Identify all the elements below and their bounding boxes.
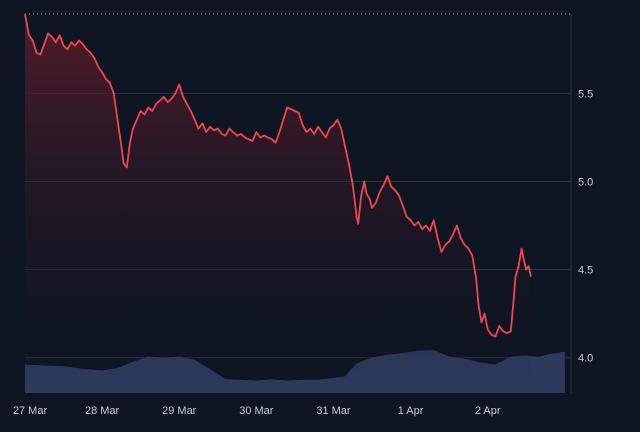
x-tick-label: 30 Mar (239, 405, 274, 417)
x-tick-label: 1 Apr (398, 405, 424, 417)
x-axis-labels: 27 Mar 28 Mar 29 Mar 30 Mar 31 Mar 1 Apr 2 Apr (13, 405, 501, 417)
y-tick-label: 5.0 (578, 176, 593, 188)
price-line (24, 13, 532, 338)
x-tick-label: 31 Mar (316, 405, 351, 417)
x-tick-label: 2 Apr (475, 405, 501, 417)
price-area-path (25, 14, 531, 393)
y-tick-label: 4.0 (578, 353, 593, 365)
x-tick-label: 28 Mar (85, 405, 120, 417)
x-tick-label: 29 Mar (162, 405, 197, 417)
price-line-path[interactable] (24, 13, 532, 338)
y-tick-label: 5.5 (578, 88, 593, 100)
x-tick-label: 27 Mar (13, 405, 48, 417)
price-area-fill (25, 14, 531, 393)
y-tick-label: 4.5 (578, 265, 593, 277)
y-axis-labels: 4.0 4.5 5.0 5.5 (578, 88, 593, 364)
